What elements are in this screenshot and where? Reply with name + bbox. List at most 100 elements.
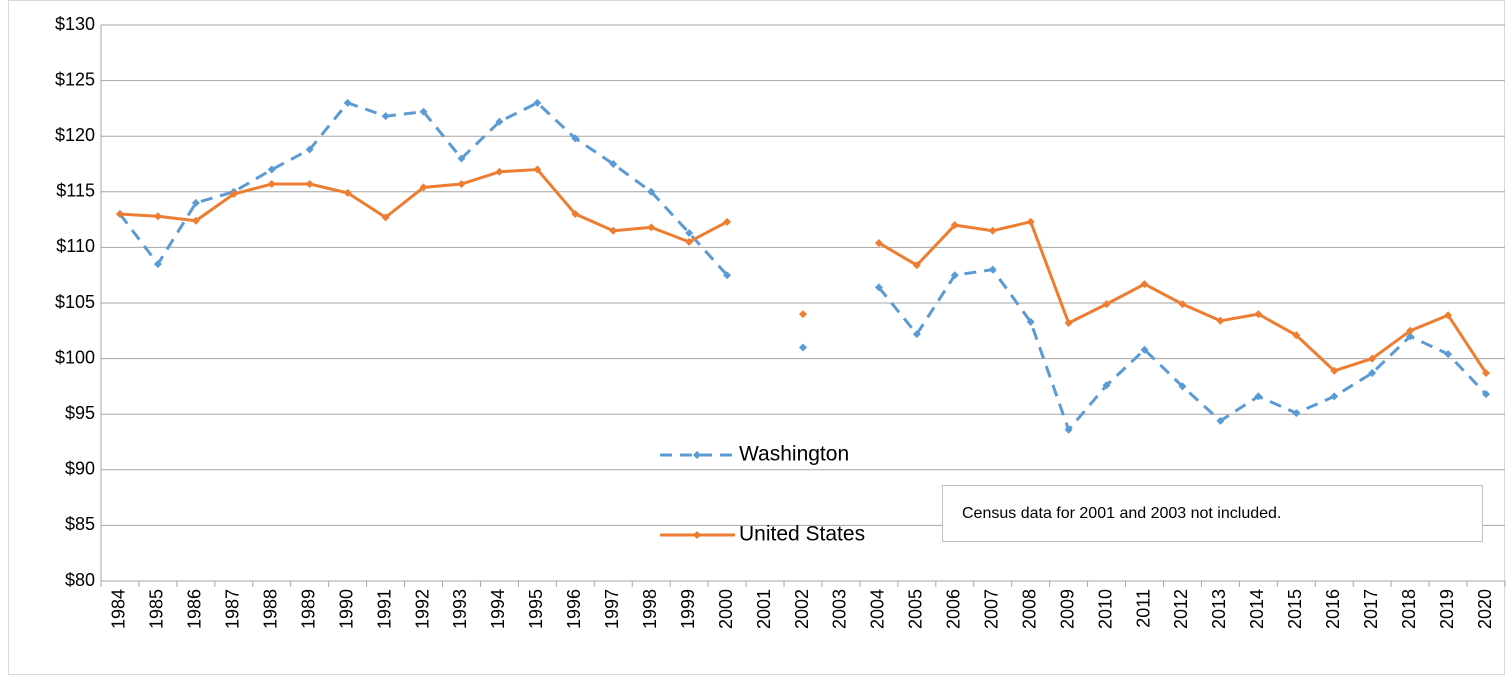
x-tick-label: 2012	[1171, 589, 1191, 629]
x-tick-label: 1990	[336, 589, 356, 629]
y-tick-label: $105	[55, 292, 95, 312]
marker	[419, 183, 428, 192]
x-tick-label: 2008	[1019, 589, 1039, 629]
y-tick-label: $90	[65, 459, 95, 479]
marker	[229, 190, 238, 199]
marker	[685, 237, 694, 246]
marker	[912, 330, 921, 339]
marker	[1140, 345, 1149, 354]
marker	[1444, 311, 1453, 320]
marker	[1368, 354, 1377, 363]
marker	[1406, 332, 1415, 341]
marker	[1254, 392, 1263, 401]
marker	[267, 180, 276, 189]
marker	[1026, 217, 1035, 226]
marker	[874, 283, 883, 292]
marker	[1216, 416, 1225, 425]
x-tick-label: 1985	[147, 589, 167, 629]
marker	[115, 210, 124, 219]
marker	[912, 261, 921, 270]
marker	[495, 167, 504, 176]
marker	[1064, 319, 1073, 328]
x-tick-label: 2001	[754, 589, 774, 629]
legend-marker	[693, 531, 701, 539]
x-tick-label: 2020	[1475, 589, 1495, 629]
x-tick-label: 2002	[792, 589, 812, 629]
marker	[799, 343, 807, 352]
x-tick-label: 1987	[223, 589, 243, 629]
y-tick-label: $130	[55, 14, 95, 34]
marker	[1254, 310, 1263, 319]
marker	[609, 160, 618, 168]
marker	[1102, 381, 1111, 390]
x-tick-label: 1984	[109, 589, 129, 629]
x-tick-label: 2013	[1209, 589, 1229, 629]
marker	[1330, 366, 1339, 375]
marker	[457, 154, 466, 163]
marker	[343, 188, 352, 197]
x-tick-label: 1998	[640, 589, 660, 629]
y-tick-label: $110	[56, 236, 95, 256]
y-tick-label: $95	[65, 403, 95, 423]
y-tick-label: $115	[56, 181, 95, 201]
x-tick-label: 2017	[1361, 589, 1381, 629]
marker	[305, 180, 314, 189]
marker	[1216, 316, 1225, 325]
marker	[1140, 280, 1149, 289]
x-tick-label: 1991	[374, 589, 394, 629]
marker	[1292, 331, 1301, 340]
x-tick-label: 2004	[868, 589, 888, 629]
marker	[533, 165, 542, 174]
legend-label: United States	[739, 523, 865, 546]
marker	[647, 187, 656, 196]
x-tick-label: 1997	[602, 589, 622, 629]
chart-frame	[8, 0, 1505, 675]
marker	[1026, 317, 1035, 326]
y-tick-label: $80	[65, 570, 95, 590]
y-tick-label: $125	[55, 69, 95, 89]
marker	[381, 112, 390, 121]
marker	[1330, 392, 1339, 401]
marker	[950, 221, 959, 230]
marker	[305, 145, 314, 154]
x-tick-label: 2007	[981, 589, 1001, 629]
marker	[874, 238, 883, 247]
legend-marker	[693, 451, 701, 459]
marker	[609, 226, 618, 235]
marker	[685, 228, 694, 237]
annotation-box	[942, 485, 1483, 542]
marker	[1178, 382, 1187, 391]
x-tick-label: 2015	[1285, 589, 1305, 629]
x-tick-label: 2011	[1133, 589, 1153, 628]
x-tick-label: 2005	[906, 589, 926, 629]
marker	[1444, 350, 1453, 359]
annotation: Census data for 2001 and 2003 not includ…	[962, 505, 1281, 522]
marker	[343, 98, 352, 107]
marker	[1064, 425, 1073, 434]
marker	[153, 260, 162, 269]
marker	[419, 107, 428, 116]
x-tick-label: 2010	[1095, 589, 1115, 629]
marker	[1482, 369, 1491, 378]
marker	[988, 226, 997, 235]
x-tick-label: 2006	[944, 589, 964, 629]
x-tick-label: 1989	[298, 589, 318, 629]
marker	[191, 216, 200, 225]
marker	[1102, 300, 1111, 309]
marker	[950, 271, 959, 280]
y-tick-label: $100	[55, 347, 95, 367]
x-tick-label: 2016	[1323, 589, 1343, 629]
x-tick-label: 1994	[488, 589, 508, 629]
marker	[1406, 326, 1415, 335]
x-tick-label: 2019	[1437, 589, 1457, 629]
x-tick-label: 1995	[526, 589, 546, 629]
x-tick-label: 2014	[1247, 589, 1267, 629]
marker	[267, 165, 276, 174]
marker	[191, 198, 200, 207]
marker	[1482, 390, 1491, 399]
marker	[381, 213, 390, 222]
line	[118, 101, 1488, 432]
marker	[723, 271, 732, 280]
y-tick-label: $120	[55, 125, 95, 145]
marker	[988, 265, 997, 274]
